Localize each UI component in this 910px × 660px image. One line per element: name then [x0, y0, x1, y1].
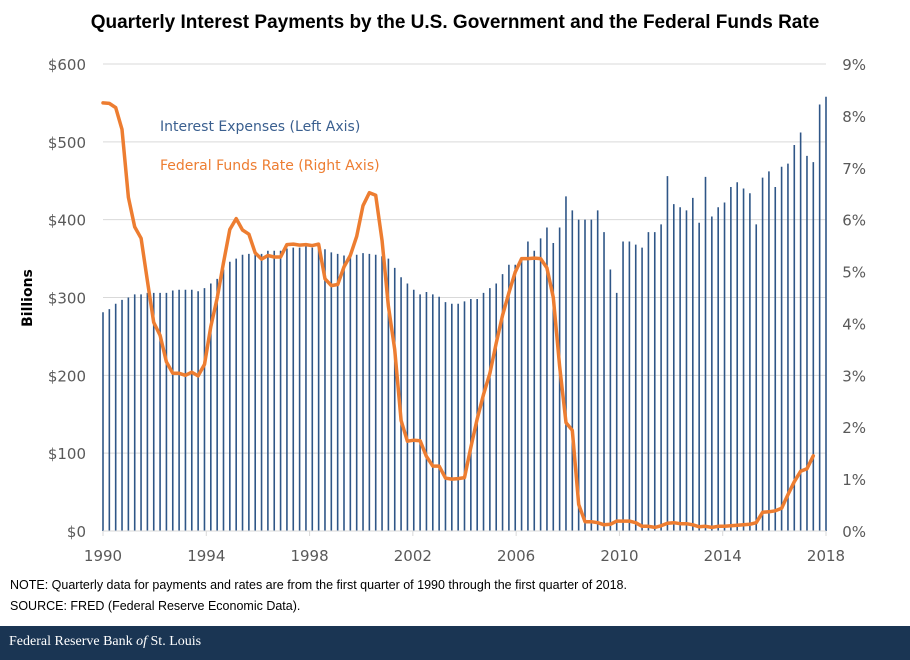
legend-ffr: Federal Funds Rate (Right Axis) — [160, 158, 380, 174]
y-tick-label: $600 — [48, 56, 86, 74]
interest-bars — [102, 96, 827, 531]
x-tick-label: 2006 — [497, 547, 535, 565]
y-tick-label: $300 — [48, 290, 86, 308]
y2-tick-label: 2% — [842, 419, 866, 437]
y-axis-label: Billions — [20, 269, 36, 327]
note-text: NOTE: Quarterly data for payments and ra… — [10, 578, 627, 592]
y-tick-label: $200 — [48, 367, 86, 385]
x-tick-label: 2018 — [807, 547, 845, 565]
legend-interest: Interest Expenses (Left Axis) — [160, 119, 360, 135]
x-ticks: 1990 1994 1998 2002 2006 2010 2014 2018 — [84, 531, 845, 565]
x-tick-label: 2002 — [394, 547, 432, 565]
x-tick-label: 1998 — [290, 547, 328, 565]
y-tick-label: $400 — [48, 212, 86, 230]
y-tick-label: $0 — [67, 523, 86, 541]
y-tick-label: $100 — [48, 445, 86, 463]
x-tick-label: 1990 — [84, 547, 122, 565]
footer-logo-text: Federal Reserve Bank of St. Louis — [9, 634, 201, 650]
y2-tick-label: 4% — [842, 315, 866, 333]
y2-tick-label: 7% — [842, 160, 866, 178]
footer-text-italic: of — [136, 634, 148, 649]
source-text: SOURCE: FRED (Federal Reserve Economic D… — [10, 599, 301, 613]
y-tick-label: $500 — [48, 134, 86, 152]
y2-tick-label: 6% — [842, 212, 866, 230]
ffr-line — [101, 101, 816, 530]
y2-tick-label: 0% — [842, 523, 866, 541]
x-tick-label: 2014 — [704, 547, 742, 565]
y2-tick-label: 9% — [842, 56, 866, 74]
footer-text-post: St. Louis — [147, 634, 202, 649]
footer-bar: Federal Reserve Bank of St. Louis — [0, 626, 910, 660]
chart-title: Quarterly Interest Payments by the U.S. … — [90, 12, 820, 33]
x-tick-label: 1994 — [187, 547, 225, 565]
footer-text-pre: Federal Reserve Bank — [9, 634, 137, 649]
y2-tick-label: 8% — [842, 108, 866, 126]
y2-tick-label: 5% — [842, 264, 866, 282]
y2-tick-label: 3% — [842, 367, 866, 385]
y2-tick-label: 1% — [842, 471, 866, 489]
y-ticks-right: 0% 1% 2% 3% 4% 5% 6% 7% 8% 9% — [842, 56, 866, 541]
x-tick-label: 2010 — [600, 547, 638, 565]
y-ticks-left: $0 $100 $200 $300 $400 $500 $600 — [48, 56, 86, 541]
chart: 1990 1994 1998 2002 2006 2010 2014 2018 $0$100$… — [20, 56, 866, 565]
